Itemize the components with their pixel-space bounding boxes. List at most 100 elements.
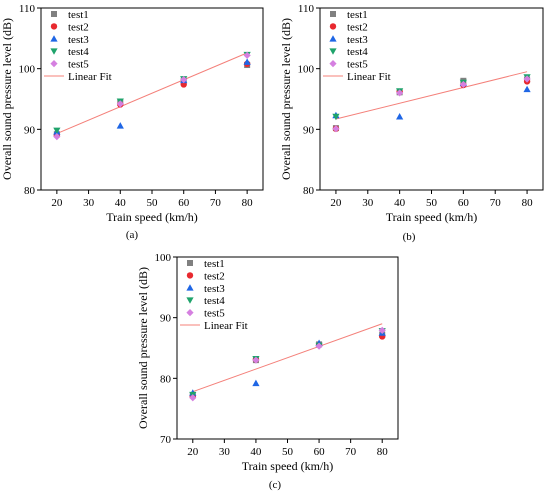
legend-label: test3: [204, 283, 225, 295]
linear-fit-line: [56, 52, 248, 135]
legend-marker-test5: [186, 309, 194, 317]
x-axis-label: Train speed (km/h): [242, 459, 334, 473]
x-tick-label: 60: [314, 446, 326, 458]
legend-label: test5: [347, 59, 368, 71]
legend-label: test4: [68, 46, 89, 58]
y-axis-label: Overall sound pressure level (dB): [279, 18, 293, 180]
data-point-test5: [243, 51, 251, 59]
legend-marker-test4: [50, 48, 58, 55]
legend-label: test1: [347, 9, 368, 21]
panel-label: (b): [403, 231, 416, 243]
legend-label: Linear Fit: [347, 71, 391, 83]
panel-label: (a): [126, 229, 139, 241]
x-axis-label: Train speed (km/h): [386, 210, 478, 224]
legend-marker-test3: [329, 35, 337, 42]
y-tick-label: 100: [298, 64, 315, 76]
x-tick-label: 70: [490, 197, 502, 209]
y-axis-label: Overall sound pressure level (dB): [0, 18, 14, 180]
legend-label: test2: [204, 270, 225, 282]
panel-label: (c): [269, 479, 282, 491]
chart-panel-c: 20 30 40 50 60 70 80 70 80 90 100 Train speed (km/h…: [136, 252, 399, 491]
legend-marker-test4: [329, 48, 337, 55]
legend-marker-test4: [186, 297, 194, 304]
data-point-test5: [53, 133, 61, 141]
x-tick-label: 70: [345, 446, 357, 458]
data-point-test5: [315, 342, 323, 350]
legend-label: test2: [68, 21, 89, 33]
legend-marker-test3: [50, 35, 58, 42]
data-point-test5: [116, 100, 124, 108]
legend-label: test2: [347, 21, 368, 33]
legend-label: test1: [204, 258, 225, 270]
chart-panel-b: 20 30 40 50 60 70 80 80 90 100 110 Train speed (km/…: [279, 3, 544, 243]
data-point-test5: [396, 89, 404, 97]
x-tick-label: 20: [187, 446, 199, 458]
legend-marker-test2: [50, 23, 58, 30]
data-point-test5: [252, 356, 260, 364]
x-tick-label: 80: [242, 197, 254, 209]
x-tick-label: 50: [282, 446, 294, 458]
legend-marker-test1: [330, 11, 336, 17]
linear-fit-line: [192, 323, 383, 393]
legend-marker-test5: [50, 60, 58, 68]
data-point-test5: [189, 394, 197, 402]
legend-label: Linear Fit: [204, 320, 248, 332]
data-point-test3: [523, 85, 531, 93]
chart-panel-a: 20 30 40 50 60 70 80 80 90 100 110 Train speed (km/…: [0, 3, 264, 241]
legend-label: test5: [204, 308, 225, 320]
y-tick-label: 80: [160, 373, 172, 385]
x-tick-label: 80: [522, 197, 534, 209]
y-axis-label: Overall sound pressure level (dB): [136, 267, 150, 429]
legend-label: Linear Fit: [68, 71, 112, 83]
data-point-test3: [396, 112, 404, 120]
y-tick-label: 90: [303, 124, 315, 136]
legend-label: test5: [68, 59, 89, 71]
x-tick-label: 30: [83, 197, 95, 209]
x-tick-label: 40: [394, 197, 406, 209]
data-point-test5: [378, 326, 386, 335]
x-tick-label: 20: [51, 197, 63, 209]
x-tick-label: 60: [458, 197, 470, 209]
legend-label: test4: [204, 295, 225, 307]
x-tick-label: 40: [250, 446, 262, 458]
data-point-test4: [53, 127, 61, 135]
data-point-test5: [459, 80, 467, 89]
data-point-test3: [243, 58, 251, 65]
legend-marker-test1: [51, 11, 57, 17]
legend-marker-test1: [187, 260, 193, 266]
data-point-test5: [332, 125, 340, 133]
y-tick-label: 80: [24, 185, 36, 197]
x-tick-label: 30: [219, 446, 231, 458]
legend-label: test1: [68, 9, 89, 21]
x-tick-label: 40: [115, 197, 127, 209]
y-tick-label: 70: [160, 434, 172, 446]
legend-marker-test2: [186, 272, 194, 279]
data-point-test5: [523, 75, 531, 83]
x-tick-label: 80: [377, 446, 389, 458]
legend-marker-test5: [329, 60, 337, 68]
x-tick-label: 30: [362, 197, 374, 209]
data-point-test4: [332, 113, 340, 121]
y-tick-label: 110: [19, 3, 36, 15]
data-point-test3: [252, 379, 260, 387]
linear-fit-line: [335, 71, 528, 120]
y-tick-label: 90: [24, 124, 36, 136]
y-tick-label: 100: [19, 64, 36, 76]
legend-marker-test3: [186, 284, 194, 291]
y-tick-label: 90: [160, 313, 172, 325]
x-tick-label: 50: [147, 197, 159, 209]
legend-label: test3: [347, 34, 368, 46]
x-tick-label: 50: [426, 197, 438, 209]
y-tick-label: 100: [155, 252, 172, 264]
y-tick-label: 110: [298, 3, 315, 15]
legend-label: test4: [347, 46, 368, 58]
x-tick-label: 60: [178, 197, 190, 209]
x-axis-label: Train speed (km/h): [106, 210, 198, 224]
x-tick-label: 20: [330, 197, 342, 209]
y-tick-label: 80: [303, 185, 315, 197]
data-point-test3: [116, 122, 124, 129]
